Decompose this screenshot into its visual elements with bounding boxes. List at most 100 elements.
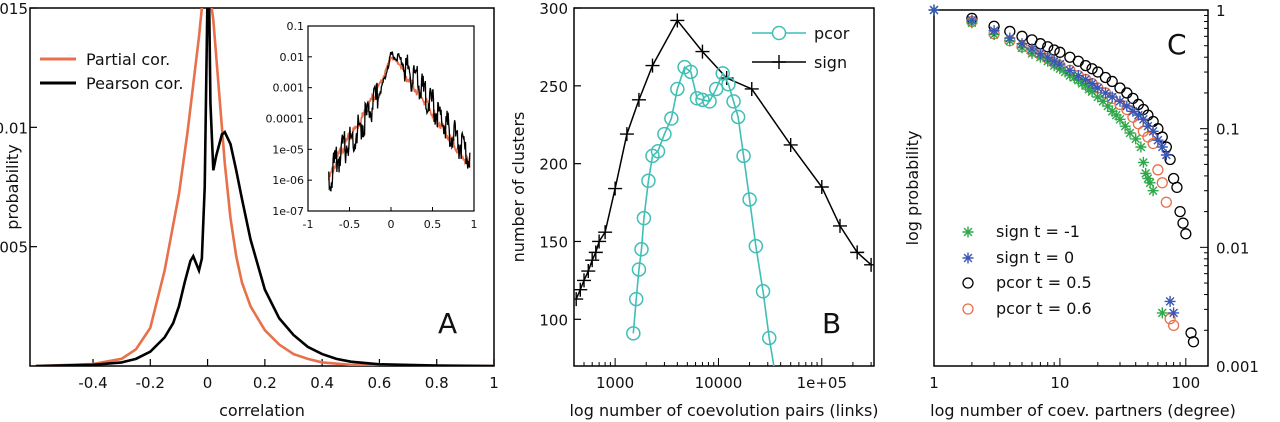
asterisk-marker <box>1110 109 1122 121</box>
sign-point <box>592 234 607 249</box>
y-tick-label: 0.015 <box>0 0 28 18</box>
x-tick-label: 1 <box>489 374 499 392</box>
panel-a: -0.4 -0.2 0 0.2 0.4 0.6 0.8 1 0.005 0.01 0.015 corr… <box>0 0 499 420</box>
pcor-point <box>634 242 649 257</box>
asterisk-marker <box>928 4 940 16</box>
scatter-point <box>1130 133 1142 145</box>
asterisk-marker <box>1106 91 1118 103</box>
asterisk-marker <box>1097 95 1109 107</box>
inset-y-tick-label: 0.1 <box>287 20 305 33</box>
scatter-point <box>1152 134 1164 146</box>
pcor-point <box>726 94 741 109</box>
sign-point <box>832 218 847 233</box>
sign-point <box>670 13 685 28</box>
legend-marker <box>962 226 974 238</box>
y-axis-label: log probability <box>903 131 922 246</box>
legend-marker <box>962 303 974 315</box>
asterisk-marker <box>1054 58 1066 70</box>
asterisk-marker <box>1042 51 1054 63</box>
scatter-point <box>1068 72 1080 83</box>
asterisk-marker <box>1086 78 1098 89</box>
scatter-point <box>1042 51 1054 63</box>
x-tick-label: 1000 <box>596 374 634 392</box>
asterisk-marker <box>1147 185 1159 197</box>
legend-label: sign t = 0 <box>996 248 1074 267</box>
scatter-point <box>1156 307 1168 319</box>
y-tick-label: 300 <box>539 0 568 18</box>
x-tick-label: 100 <box>1172 374 1201 392</box>
asterisk-marker <box>1004 32 1016 44</box>
pcor-point <box>702 94 717 109</box>
asterisk-marker <box>1144 177 1156 189</box>
pcor-point <box>636 210 652 226</box>
asterisk-marker <box>966 14 978 26</box>
scatter-point <box>1160 149 1172 161</box>
asterisk-marker <box>1026 43 1038 55</box>
asterisk-marker <box>1124 127 1136 139</box>
x-tick-label: 0 <box>203 374 213 392</box>
inset-y-tick-label: 1e-05 <box>272 143 304 156</box>
legend-label: Partial cor. <box>86 50 170 69</box>
pcor-point <box>748 238 764 254</box>
pcor-point <box>761 330 777 346</box>
panel-c: 1 10 100 1 0.1 0.01 0.001 log number of coev. p… <box>903 2 1259 420</box>
y-tick-label: 1 <box>1216 2 1226 20</box>
legend-label: Pearson cor. <box>86 74 183 93</box>
asterisk-marker <box>1168 307 1180 319</box>
sign-point <box>814 180 829 194</box>
sign-point <box>574 282 588 297</box>
inset-x-tick-label: 0 <box>388 218 395 231</box>
legend-marker <box>962 277 974 289</box>
scatter-point <box>1177 217 1189 229</box>
asterisk-marker <box>1140 167 1152 179</box>
asterisk-marker <box>1102 100 1114 112</box>
legend-label: pcor t = 0.5 <box>996 273 1092 292</box>
asterisk-marker <box>1135 141 1147 153</box>
scatter-point <box>1142 173 1154 184</box>
asterisk-marker <box>1121 100 1133 112</box>
panel-a-frame <box>29 7 495 367</box>
sign-point <box>695 44 710 59</box>
asterisk-marker <box>1064 64 1076 76</box>
scatter-point <box>1102 100 1114 112</box>
asterisk-marker <box>1080 73 1092 85</box>
scatter-point <box>1072 70 1084 82</box>
asterisk-marker <box>1068 72 1080 83</box>
scatter-point <box>1180 228 1192 240</box>
legend-label: pcor <box>814 24 850 43</box>
x-tick-label: 0.4 <box>310 374 334 392</box>
scatter-point <box>1034 48 1046 59</box>
inset-y-tick-label: 0.0001 <box>266 113 305 126</box>
sign-point <box>608 181 623 196</box>
pcor-point <box>664 111 679 126</box>
asterisk-marker <box>1142 173 1154 184</box>
asterisk-marker <box>1086 86 1098 98</box>
legend-label: pcor t = 0.6 <box>996 299 1092 318</box>
scatter-point <box>1059 66 1071 78</box>
sign-point <box>631 92 646 107</box>
legend-marker <box>772 55 786 69</box>
scatter-point <box>966 14 978 26</box>
scatter-point <box>1135 141 1147 153</box>
asterisk-marker <box>1048 55 1060 67</box>
panel-b-frame <box>573 7 875 367</box>
x-tick-label: 0.8 <box>425 374 449 392</box>
y-tick-label: 0.001 <box>1216 358 1259 376</box>
sign-point <box>850 245 865 260</box>
scatter-point <box>1086 63 1098 75</box>
y-tick-label: 0.01 <box>1216 239 1249 257</box>
asterisk-marker <box>1132 109 1144 121</box>
x-tick-label: 0.2 <box>253 374 277 392</box>
inset-x-tick-label: -0.5 <box>339 218 360 231</box>
scatter-point <box>1164 295 1176 307</box>
scatter-point <box>1168 307 1180 319</box>
scatter-point <box>1164 313 1176 325</box>
asterisk-marker <box>1034 48 1046 59</box>
inset-x-tick-label: 0.5 <box>424 218 442 231</box>
scatter-point <box>1132 109 1144 121</box>
asterisk-marker <box>1156 141 1168 153</box>
y-tick-label: 150 <box>539 233 568 251</box>
scatter-point <box>1048 55 1060 67</box>
panel-b: 1000 10000 1e+05 100 150 200 250 300 log number … <box>509 0 879 420</box>
asterisk-marker <box>1119 120 1131 132</box>
